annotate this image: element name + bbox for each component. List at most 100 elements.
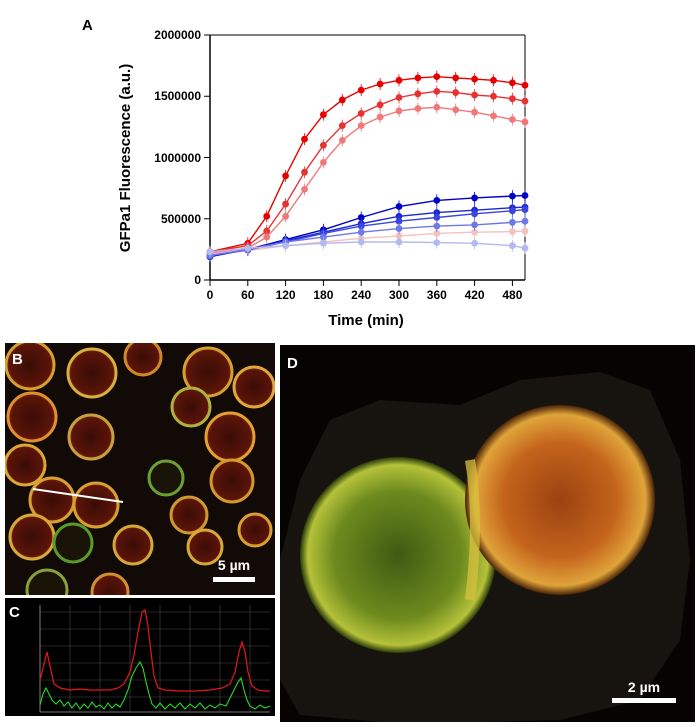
data-point [433, 222, 441, 230]
chart-a: 0 500000 1000000 1500000 2000000 0 60 12… [117, 28, 529, 329]
data-point [301, 135, 308, 143]
scale-bar-d [612, 698, 676, 703]
data-point [490, 92, 497, 100]
data-point [471, 194, 478, 202]
data-point [433, 239, 441, 247]
x-tick-label: 360 [427, 288, 447, 302]
panel-label-c: C [9, 604, 20, 621]
x-tick-label: 60 [241, 288, 255, 302]
vesicle [186, 528, 224, 566]
vesicle [72, 481, 120, 529]
vesicle [8, 513, 56, 561]
vesicle [237, 512, 273, 548]
data-point [244, 244, 252, 252]
data-point [509, 242, 516, 250]
x-tick-label: 420 [465, 288, 485, 302]
data-point [301, 185, 308, 193]
vesicle [112, 524, 154, 566]
vesicle [147, 459, 185, 497]
data-point [433, 214, 441, 221]
y-tick-label: 0 [194, 273, 201, 287]
micrograph-b: 5 µm B [5, 343, 275, 595]
data-point [395, 203, 403, 210]
x-tick-label: 300 [389, 288, 409, 302]
vesicle-left [300, 457, 496, 653]
data-point [433, 87, 441, 95]
y-tick-label: 2000000 [154, 28, 201, 42]
vesicle [169, 495, 209, 535]
data-point [301, 168, 308, 176]
data-point [376, 113, 384, 121]
data-point [509, 207, 516, 215]
vesicle [209, 458, 255, 504]
contact-interface [465, 459, 480, 601]
vesicle [5, 443, 47, 487]
data-point [357, 122, 365, 130]
data-point [338, 136, 346, 144]
data-point [433, 103, 441, 111]
data-point [263, 233, 271, 241]
data-point [320, 141, 327, 149]
data-point [452, 74, 460, 82]
data-point [521, 81, 529, 89]
vesicle [5, 343, 56, 391]
y-tick-label: 500000 [161, 212, 201, 226]
data-point [395, 232, 403, 240]
profile-green-trace [39, 660, 271, 710]
y-tick-label: 1000000 [154, 151, 201, 165]
data-point [521, 192, 529, 199]
micrograph-d: 2 µm D [280, 345, 695, 722]
data-point [395, 238, 403, 246]
data-point [395, 94, 403, 101]
data-point [320, 111, 327, 119]
x-tick-label: 0 [207, 288, 214, 302]
data-point [433, 230, 441, 237]
data-point [471, 228, 478, 236]
data-point [376, 101, 384, 109]
data-point [509, 219, 516, 226]
data-point [282, 172, 289, 180]
series-layer [206, 70, 529, 263]
panel-label-a: A [82, 17, 93, 34]
data-point [357, 214, 365, 221]
data-point [452, 89, 460, 96]
data-point [282, 200, 289, 208]
data-point [414, 90, 422, 98]
x-tick-label: 180 [313, 288, 333, 302]
data-point [414, 74, 422, 82]
data-point [521, 118, 529, 126]
data-point [433, 73, 441, 81]
vesicle [6, 391, 58, 443]
data-point [395, 217, 403, 225]
series-line-red-2 [209, 90, 526, 253]
data-point [206, 248, 214, 256]
profile-c: C [5, 598, 275, 716]
data-point [320, 239, 327, 247]
data-point [357, 222, 365, 230]
y-tick-label: 1500000 [154, 89, 201, 103]
data-point [395, 225, 403, 232]
scale-bar-b-label: 5 µm [218, 557, 250, 573]
vesicle [66, 347, 118, 399]
x-tick-label: 480 [502, 288, 522, 302]
data-point [414, 105, 422, 112]
data-point [471, 91, 478, 99]
vesicle-right [465, 405, 655, 595]
panel-label-d: D [287, 355, 298, 372]
data-point [320, 233, 327, 241]
x-tick-label: 120 [276, 288, 296, 302]
data-point [509, 228, 516, 236]
data-point [320, 159, 327, 166]
vesicle [204, 411, 256, 463]
vesicle [232, 365, 275, 409]
x-tick-label: 240 [351, 288, 371, 302]
data-point [521, 206, 529, 213]
data-point [521, 217, 529, 225]
data-point [471, 221, 478, 229]
data-point [357, 86, 365, 94]
data-point [263, 212, 271, 220]
vesicle [170, 386, 212, 428]
vesicle [123, 343, 163, 377]
data-point [509, 116, 516, 123]
